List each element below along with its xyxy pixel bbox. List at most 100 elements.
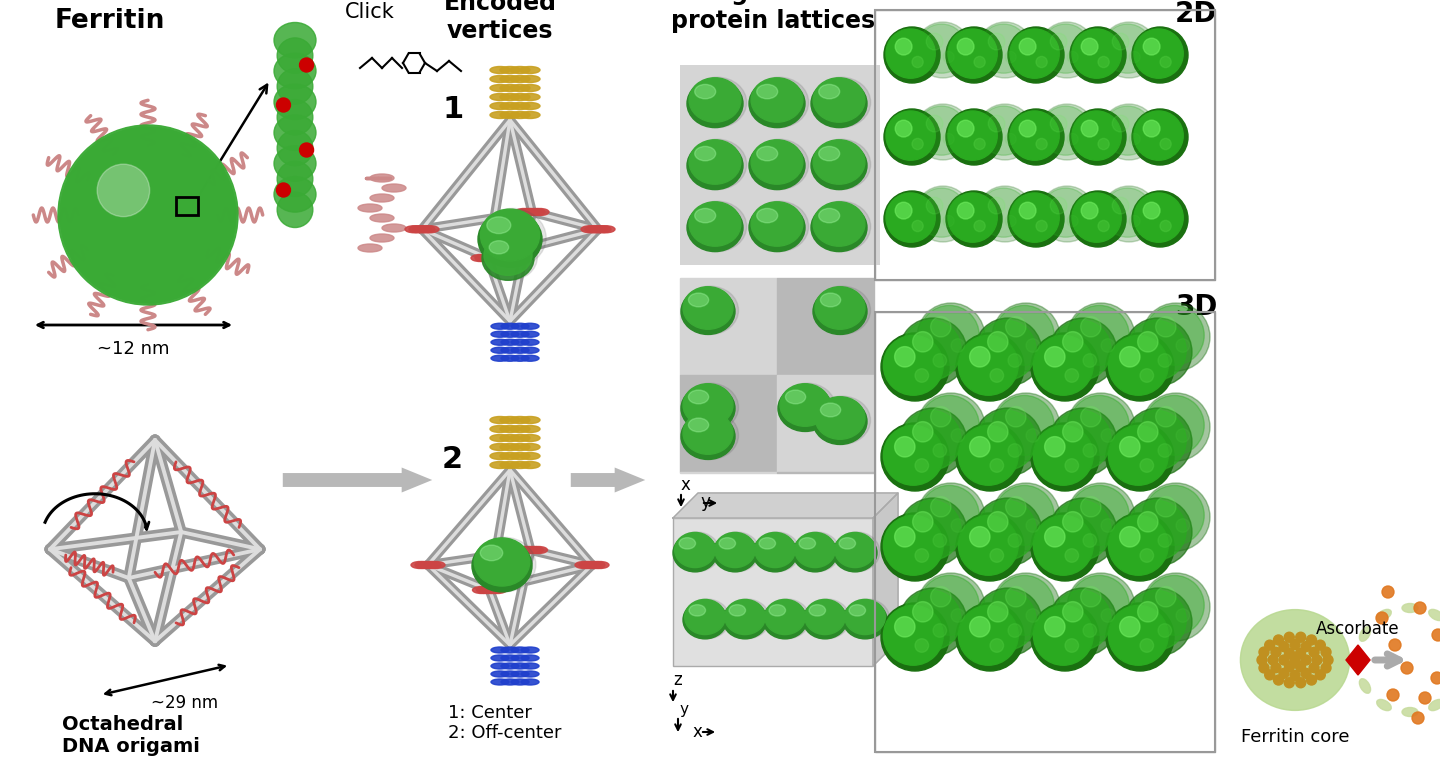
Bar [876,312,1215,752]
Ellipse shape [490,417,510,424]
Circle shape [1008,109,1064,165]
Ellipse shape [523,208,541,215]
Ellipse shape [756,146,778,161]
Text: 1: Center: 1: Center [448,704,531,722]
Circle shape [1083,624,1097,637]
Circle shape [926,33,943,50]
Ellipse shape [511,355,528,361]
Ellipse shape [482,236,534,280]
Circle shape [1155,496,1176,517]
Ellipse shape [510,417,530,424]
Circle shape [1161,139,1171,150]
Ellipse shape [480,208,546,267]
Ellipse shape [821,403,841,417]
Circle shape [1109,335,1168,395]
Ellipse shape [845,600,886,634]
Ellipse shape [482,254,501,262]
Circle shape [1120,437,1140,457]
Ellipse shape [491,663,508,669]
Ellipse shape [690,604,706,616]
Circle shape [881,423,949,491]
Text: Octahedral: Octahedral [62,715,183,734]
Circle shape [959,605,1018,666]
Circle shape [901,410,962,471]
Circle shape [1081,38,1099,55]
Circle shape [1081,121,1099,137]
Circle shape [1050,197,1067,214]
Circle shape [1133,29,1184,78]
Circle shape [992,573,1060,641]
Circle shape [1138,511,1158,532]
Ellipse shape [690,140,742,184]
Ellipse shape [687,142,743,189]
Circle shape [973,588,1043,656]
Text: 2: Off-center: 2: Off-center [448,724,562,742]
Circle shape [1309,662,1319,673]
Circle shape [1125,498,1192,566]
Ellipse shape [419,561,436,568]
Circle shape [1112,33,1129,50]
Ellipse shape [510,75,530,82]
Ellipse shape [675,532,716,568]
Circle shape [1048,498,1117,566]
Ellipse shape [530,547,547,554]
Ellipse shape [780,384,829,426]
Ellipse shape [683,601,727,639]
Circle shape [1431,629,1440,641]
Ellipse shape [814,288,867,334]
Ellipse shape [805,600,845,634]
Circle shape [1067,573,1135,641]
Circle shape [1102,608,1115,622]
Circle shape [933,534,946,547]
Ellipse shape [510,461,530,468]
Ellipse shape [415,561,433,568]
Circle shape [943,215,955,226]
Ellipse shape [276,38,312,74]
Circle shape [1008,534,1021,547]
Ellipse shape [521,663,539,669]
Circle shape [1418,692,1431,704]
Circle shape [894,347,914,367]
Circle shape [1306,675,1316,685]
Circle shape [950,429,965,442]
Circle shape [884,27,940,83]
Ellipse shape [779,383,835,431]
Ellipse shape [527,208,544,215]
Circle shape [1306,635,1316,645]
Circle shape [896,202,912,219]
Circle shape [1025,429,1040,442]
Ellipse shape [514,547,531,554]
Circle shape [1025,339,1040,352]
Circle shape [1125,588,1192,656]
Ellipse shape [501,663,518,669]
Circle shape [1041,106,1090,155]
Circle shape [912,220,923,232]
Polygon shape [1346,645,1369,675]
Ellipse shape [409,226,428,233]
Ellipse shape [481,209,540,261]
Ellipse shape [521,547,540,554]
Ellipse shape [683,412,733,454]
Ellipse shape [749,142,805,189]
Circle shape [1020,202,1035,219]
Ellipse shape [832,534,877,572]
Circle shape [1257,655,1267,665]
Ellipse shape [491,331,508,337]
Circle shape [1106,513,1174,581]
Circle shape [930,316,950,337]
Circle shape [1066,639,1079,652]
Bar [680,472,778,473]
Ellipse shape [501,323,518,329]
Circle shape [992,483,1060,551]
Circle shape [950,339,965,352]
Circle shape [1041,188,1090,237]
Circle shape [1050,33,1067,50]
Bar [778,375,874,472]
Ellipse shape [490,453,510,460]
Circle shape [1067,215,1079,226]
Circle shape [899,498,968,566]
Circle shape [917,303,985,371]
Ellipse shape [1377,609,1391,621]
Ellipse shape [475,254,492,262]
Ellipse shape [500,93,520,100]
